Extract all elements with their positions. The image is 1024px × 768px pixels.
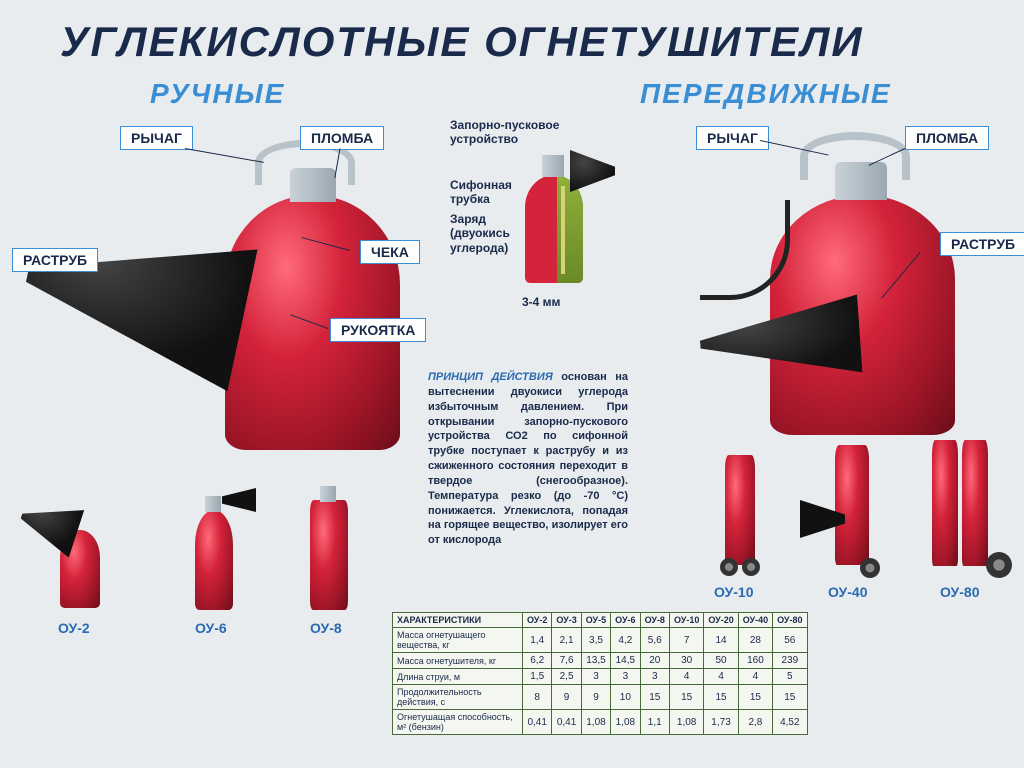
annot-siphon: Сифонная трубка [450, 178, 512, 207]
section-handheld: РУЧНЫЕ [150, 78, 285, 110]
callout-lever: РЫЧАГ [120, 126, 193, 150]
callout-horn: РАСТРУБ [12, 248, 98, 272]
callout-seal: ПЛОМБА [300, 126, 384, 150]
section-mobile: ПЕРЕДВИЖНЫЕ [640, 78, 892, 110]
callout-lever2: РЫЧАГ [696, 126, 769, 150]
main-title: УГЛЕКИСЛОТНЫЕ ОГНЕТУШИТЕЛИ [60, 18, 864, 66]
callout-horn2: РАСТРУБ [940, 232, 1024, 256]
cutaway-neck [542, 155, 564, 177]
cutaway-horn [570, 150, 615, 192]
cutaway-body [525, 175, 583, 283]
callout-seal2: ПЛОМБА [905, 126, 989, 150]
principle-text: ПРИНЦИП ДЕЙСТВИЯ основан на вытеснении д… [428, 370, 628, 548]
callout-handle: РУКОЯТКА [330, 318, 426, 342]
callout-pin: ЧЕКА [360, 240, 420, 264]
ext-mobile-handle [800, 132, 910, 180]
annot-gap: 3-4 мм [522, 295, 560, 309]
spec-table: ХАРАКТЕРИСТИКИОУ-2ОУ-3ОУ-5ОУ-6ОУ-8ОУ-10О… [392, 612, 808, 735]
annot-charge: Заряд (двуокись углерода) [450, 212, 510, 255]
ext-handheld-horn [12, 204, 257, 392]
annot-valve: Запорно-пусковое устройство [450, 118, 559, 147]
